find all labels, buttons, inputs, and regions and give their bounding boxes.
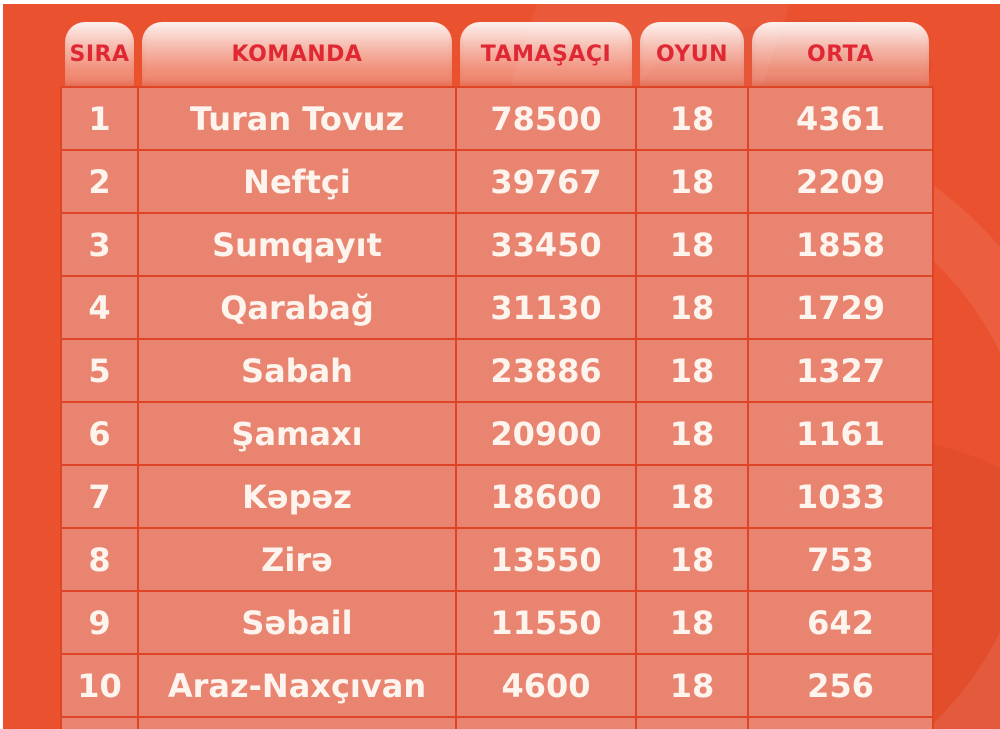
- column-header-tamasaci: TAMAŞAÇI: [460, 22, 632, 86]
- games-cell: 18: [637, 466, 747, 527]
- column-header-orta: ORTA: [752, 22, 929, 86]
- team-cell: Qarabağ: [139, 277, 455, 338]
- rank-cell: 5: [62, 340, 137, 401]
- table-row: 10 Araz-Naxçıvan 4600 18 256: [62, 655, 932, 716]
- team-cell: Zirə: [139, 529, 455, 590]
- table-row: 4 Qarabağ 31130 18 1729: [62, 277, 932, 338]
- games-cell: 18: [637, 277, 747, 338]
- column-header-label: ORTA: [807, 41, 874, 67]
- games-cell: 18: [637, 214, 747, 275]
- table-row: 8 Zirə 13550 18 753: [62, 529, 932, 590]
- spectators-cell: 20900: [457, 403, 635, 464]
- games-cell: 18: [637, 592, 747, 653]
- rank-cell: 3: [62, 214, 137, 275]
- column-header-label: SIRA: [69, 41, 130, 67]
- average-cell: 1327: [749, 340, 932, 401]
- spectators-cell: 78500: [457, 88, 635, 149]
- spectators-cell: 33450: [457, 214, 635, 275]
- rank-cell: 2: [62, 151, 137, 212]
- infographic-background: SIRA KOMANDA TAMAŞAÇI OYUN ORTA 1 Turan …: [3, 4, 1000, 729]
- team-cell: Səbail: [139, 592, 455, 653]
- column-header-label: OYUN: [655, 41, 729, 67]
- spectators-cell: 39767: [457, 151, 635, 212]
- partial-row: [62, 718, 932, 729]
- rank-cell: 9: [62, 592, 137, 653]
- table-row: 3 Sumqayıt 33450 18 1858: [62, 214, 932, 275]
- team-cell: Şamaxı: [139, 403, 455, 464]
- column-header-label: TAMAŞAÇI: [480, 41, 612, 67]
- column-header-sira: SIRA: [65, 22, 134, 86]
- rank-cell: 1: [62, 88, 137, 149]
- spectators-cell: 18600: [457, 466, 635, 527]
- spectators-cell: 11550: [457, 592, 635, 653]
- table-row: 5 Sabah 23886 18 1327: [62, 340, 932, 401]
- rank-cell: 10: [62, 655, 137, 716]
- spectators-cell: 13550: [457, 529, 635, 590]
- team-cell: Sabah: [139, 340, 455, 401]
- column-header-label: KOMANDA: [231, 41, 363, 67]
- table-body: 1 Turan Tovuz 78500 18 4361 2 Neftçi 397…: [60, 86, 934, 729]
- average-cell: 256: [749, 655, 932, 716]
- games-cell: 18: [637, 655, 747, 716]
- table-header-row: SIRA KOMANDA TAMAŞAÇI OYUN ORTA: [60, 22, 934, 86]
- team-cell: Neftçi: [139, 151, 455, 212]
- table-row: 7 Kəpəz 18600 18 1033: [62, 466, 932, 527]
- table-row: 1 Turan Tovuz 78500 18 4361: [62, 88, 932, 149]
- spectators-cell: 4600: [457, 655, 635, 716]
- column-header-komanda: KOMANDA: [142, 22, 452, 86]
- average-cell: 1161: [749, 403, 932, 464]
- table-row: 2 Neftçi 39767 18 2209: [62, 151, 932, 212]
- games-cell: 18: [637, 529, 747, 590]
- rank-cell: 4: [62, 277, 137, 338]
- team-cell: Turan Tovuz: [139, 88, 455, 149]
- average-cell: 4361: [749, 88, 932, 149]
- games-cell: [637, 718, 747, 729]
- rank-cell: 8: [62, 529, 137, 590]
- games-cell: 18: [637, 403, 747, 464]
- rank-cell: 7: [62, 466, 137, 527]
- average-cell: 1033: [749, 466, 932, 527]
- average-cell: 1729: [749, 277, 932, 338]
- average-cell: 2209: [749, 151, 932, 212]
- spectators-cell: 23886: [457, 340, 635, 401]
- average-cell: [749, 718, 932, 729]
- rank-cell: [62, 718, 137, 729]
- games-cell: 18: [637, 340, 747, 401]
- games-cell: 18: [637, 88, 747, 149]
- spectators-cell: 31130: [457, 277, 635, 338]
- team-cell: [139, 718, 455, 729]
- team-cell: Araz-Naxçıvan: [139, 655, 455, 716]
- average-cell: 642: [749, 592, 932, 653]
- table-row: 6 Şamaxı 20900 18 1161: [62, 403, 932, 464]
- average-cell: 1858: [749, 214, 932, 275]
- average-cell: 753: [749, 529, 932, 590]
- games-cell: 18: [637, 151, 747, 212]
- rank-cell: 6: [62, 403, 137, 464]
- team-cell: Kəpəz: [139, 466, 455, 527]
- team-cell: Sumqayıt: [139, 214, 455, 275]
- spectators-cell: [457, 718, 635, 729]
- table-row: 9 Səbail 11550 18 642: [62, 592, 932, 653]
- column-header-oyun: OYUN: [640, 22, 744, 86]
